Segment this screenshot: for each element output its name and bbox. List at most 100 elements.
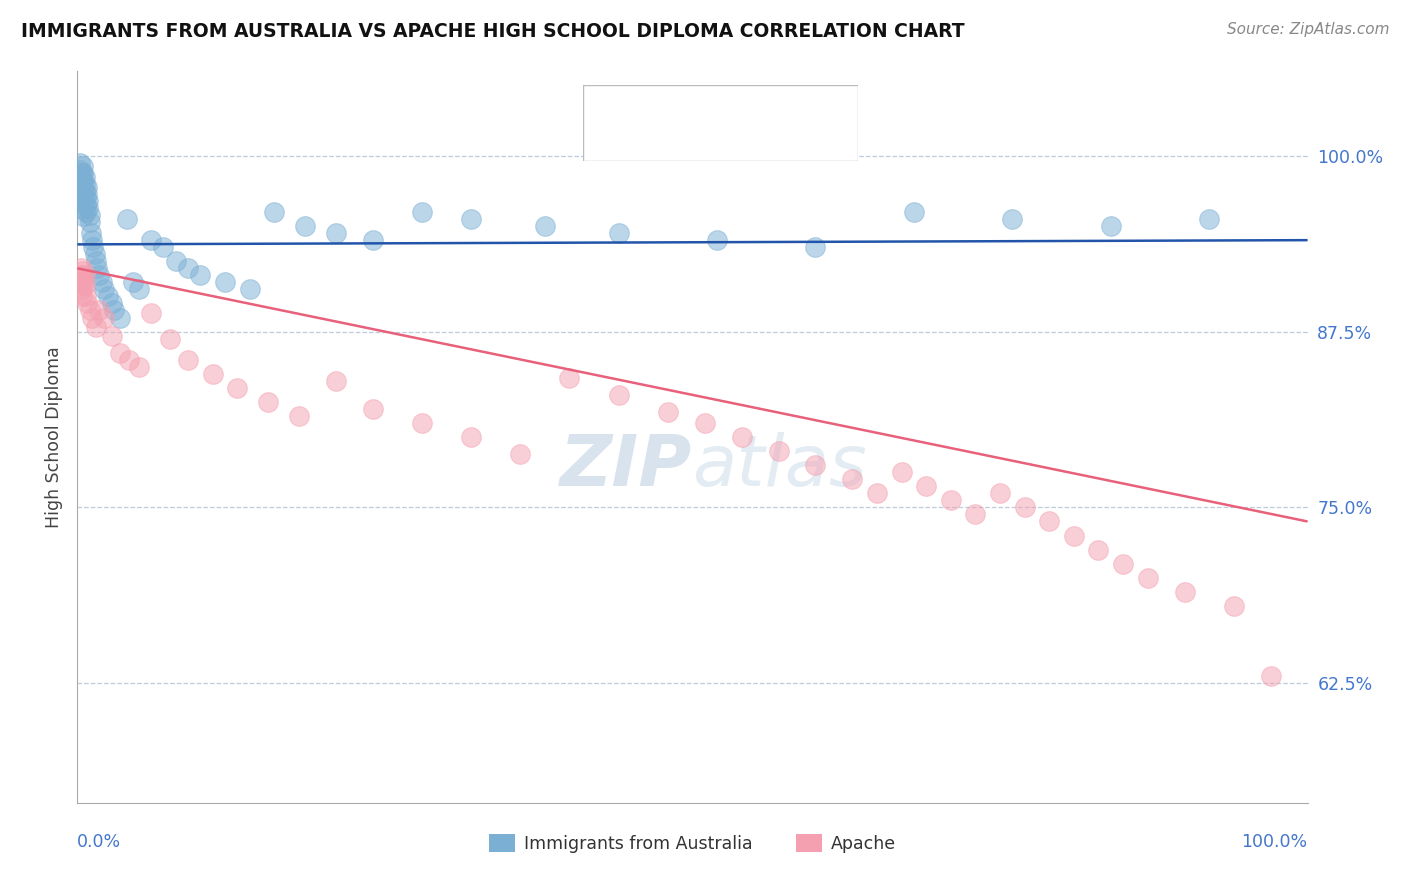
- Point: [77, 194, 100, 208]
- Text: 0.0%: 0.0%: [77, 833, 121, 851]
- Point: [93, 282, 115, 296]
- Point: [70, 184, 93, 198]
- Point: [70, 179, 93, 194]
- FancyBboxPatch shape: [583, 85, 858, 161]
- Point: [1174, 584, 1197, 599]
- Point: [294, 219, 316, 233]
- Point: [70, 282, 93, 296]
- Point: [988, 486, 1011, 500]
- Point: [70, 268, 93, 283]
- Point: [239, 282, 262, 296]
- Point: [558, 371, 581, 385]
- Point: [72, 278, 94, 293]
- Point: [121, 276, 143, 290]
- Point: [70, 289, 93, 303]
- Text: IMMIGRANTS FROM AUSTRALIA VS APACHE HIGH SCHOOL DIPLOMA CORRELATION CHART: IMMIGRANTS FROM AUSTRALIA VS APACHE HIGH…: [21, 22, 965, 41]
- Point: [79, 208, 101, 222]
- FancyBboxPatch shape: [595, 127, 630, 153]
- Point: [76, 186, 98, 201]
- Point: [70, 166, 93, 180]
- Point: [73, 169, 96, 184]
- Point: [460, 430, 482, 444]
- Point: [890, 465, 912, 479]
- Point: [1014, 500, 1036, 515]
- Point: [731, 430, 754, 444]
- Point: [159, 332, 181, 346]
- Point: [70, 172, 93, 186]
- Point: [361, 233, 384, 247]
- Point: [75, 205, 97, 219]
- Point: [288, 409, 311, 423]
- Point: [73, 184, 96, 198]
- Point: [76, 296, 98, 310]
- Point: [257, 395, 280, 409]
- Point: [80, 226, 103, 240]
- Point: [115, 212, 138, 227]
- Point: [72, 159, 94, 173]
- Point: [201, 367, 224, 381]
- Text: 100.0%: 100.0%: [1241, 833, 1308, 851]
- Point: [86, 261, 108, 276]
- Point: [72, 209, 94, 223]
- Point: [101, 296, 124, 310]
- Point: [263, 205, 285, 219]
- Point: [77, 201, 100, 215]
- Point: [70, 276, 93, 290]
- Point: [411, 416, 433, 430]
- Point: [72, 202, 94, 217]
- Point: [89, 268, 111, 283]
- Point: [1063, 528, 1085, 542]
- Point: [1001, 212, 1024, 227]
- Point: [69, 162, 91, 177]
- Point: [72, 166, 94, 180]
- Point: [841, 472, 863, 486]
- Point: [361, 401, 384, 416]
- FancyBboxPatch shape: [595, 93, 630, 119]
- Point: [1038, 515, 1060, 529]
- Point: [141, 306, 163, 320]
- Point: [76, 179, 98, 194]
- Point: [411, 205, 433, 219]
- Point: [214, 276, 236, 290]
- Point: [70, 261, 93, 276]
- Point: [75, 289, 97, 303]
- Point: [90, 276, 114, 290]
- Point: [509, 447, 531, 461]
- Point: [82, 240, 104, 254]
- Point: [72, 188, 94, 202]
- Point: [706, 233, 728, 247]
- Text: Source: ZipAtlas.com: Source: ZipAtlas.com: [1226, 22, 1389, 37]
- Point: [325, 226, 347, 240]
- Text: atlas: atlas: [693, 432, 868, 500]
- Point: [1223, 599, 1246, 613]
- Point: [128, 359, 150, 374]
- Point: [1112, 557, 1135, 571]
- Point: [79, 215, 101, 229]
- Point: [70, 188, 93, 202]
- Point: [72, 181, 94, 195]
- Point: [83, 247, 105, 261]
- Point: [693, 416, 716, 430]
- Legend: Immigrants from Australia, Apache: Immigrants from Australia, Apache: [482, 827, 903, 860]
- Point: [97, 289, 120, 303]
- Point: [460, 212, 482, 227]
- Point: [89, 303, 111, 318]
- Point: [188, 268, 212, 283]
- Point: [177, 261, 200, 276]
- Text: ZIP: ZIP: [560, 432, 693, 500]
- Point: [84, 320, 107, 334]
- Point: [768, 444, 790, 458]
- Point: [75, 191, 97, 205]
- Point: [141, 233, 163, 247]
- Point: [1136, 571, 1159, 585]
- Point: [110, 310, 132, 325]
- Point: [70, 169, 93, 184]
- Point: [325, 374, 347, 388]
- Point: [82, 233, 104, 247]
- Point: [1087, 542, 1109, 557]
- Point: [226, 381, 249, 395]
- Point: [965, 508, 987, 522]
- Point: [72, 174, 94, 188]
- Point: [118, 352, 141, 367]
- Point: [103, 303, 125, 318]
